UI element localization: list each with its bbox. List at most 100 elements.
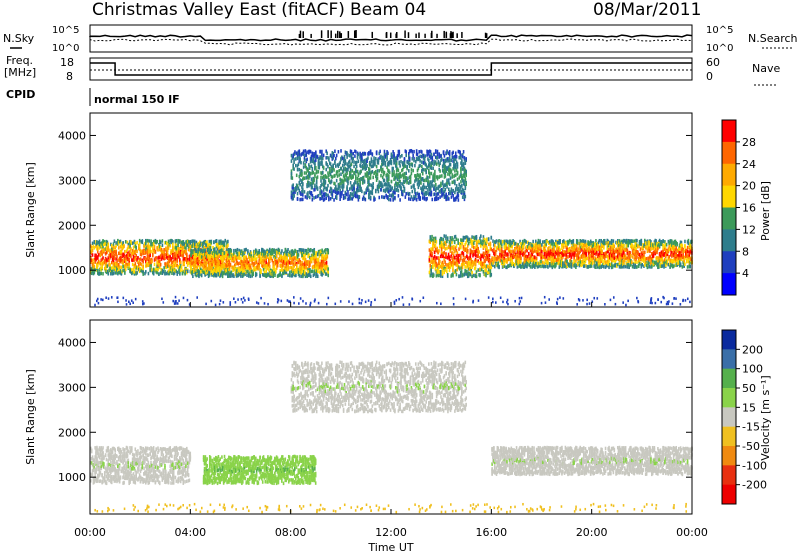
data-cell [363,191,366,195]
data-cell [186,260,189,264]
data-cell [376,160,379,165]
data-cell [300,267,302,271]
data-cell [316,258,319,262]
data-cell [314,174,316,179]
data-cell [227,255,229,259]
data-cell [327,273,330,278]
data-cell [340,149,342,153]
data-cell [494,249,497,254]
data-cell [397,173,400,177]
data-cell [475,243,478,247]
data-cell [136,257,138,262]
data-cell [304,257,307,262]
data-cell [193,262,196,267]
data-cell [130,254,132,259]
data-cell [109,249,111,253]
data-cell [309,248,312,252]
data-cell [448,163,451,167]
data-cell [172,254,175,259]
data-cell [442,161,445,166]
data-cell [313,152,315,156]
data-cell [283,265,286,270]
data-cell [495,239,498,243]
data-cell [275,269,277,274]
data-cell [304,163,307,167]
data-cell [432,274,434,279]
data-cell [168,268,171,272]
data-cell [393,190,395,194]
data-cell [112,242,115,246]
data-cell [113,256,116,261]
data-cell [312,170,314,175]
data-cell [196,243,199,248]
data-cell [353,164,355,169]
data-cell [475,270,478,274]
data-cell [258,255,261,259]
data-cell [172,263,175,268]
data-cell [212,253,214,257]
data-cell [432,256,435,260]
data-cell [387,179,389,183]
data-cell [98,267,101,272]
data-cell [96,261,99,266]
data-cell [192,256,195,260]
data-cell [164,256,166,260]
nsky-panel [89,24,693,53]
data-cell [364,167,367,171]
data-cell [441,190,443,194]
data-cell [215,242,218,247]
data-cell [174,239,177,244]
data-cell [139,249,142,253]
data-cell [229,247,232,252]
data-cell [158,239,161,244]
data-cell [409,197,412,201]
data-cell [232,268,234,273]
data-cell [368,192,370,196]
data-cell [270,256,273,261]
data-cell [462,235,465,240]
data-cell [254,248,257,252]
data-cell [324,252,327,256]
data-cell [181,250,184,254]
data-cell [193,242,195,247]
data-cell [154,249,157,254]
data-cell [392,150,394,154]
data-cell [185,258,187,262]
data-cell [466,244,469,248]
data-cell [275,260,277,265]
data-cell [489,244,492,248]
data-cell [446,274,449,278]
data-cell [361,156,363,160]
data-cell [199,267,202,272]
data-cell [360,157,362,162]
data-cell [434,263,437,268]
data-cell [321,156,323,160]
data-cell [382,188,385,193]
data-cell [471,244,473,249]
data-cell [247,253,250,257]
data-cell [349,163,352,168]
data-cell [96,265,98,269]
data-cell [453,180,455,185]
data-cell [96,242,98,246]
data-cell [282,258,284,262]
data-cell [299,197,301,202]
data-cell [148,254,151,258]
data-cell [292,189,295,193]
data-cell [186,243,189,247]
data-cell [262,249,265,253]
data-cell [288,270,291,275]
data-cell [239,271,241,276]
data-cell [139,267,142,271]
data-cell [356,188,359,193]
data-cell [401,189,404,194]
data-cell [234,267,237,271]
data-cell [314,262,316,266]
data-cell [447,168,450,172]
data-cell [300,192,302,196]
data-cell [297,270,300,274]
data-cell [381,184,383,189]
data-cell [477,259,479,263]
data-cell [217,263,220,267]
data-cell [195,249,198,254]
